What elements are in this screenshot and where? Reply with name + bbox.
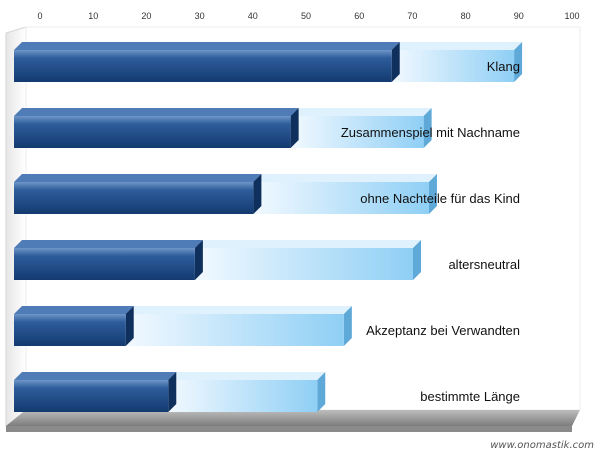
bar-light-segment xyxy=(194,248,413,280)
chart-side-wall xyxy=(5,26,27,428)
bar-light-end xyxy=(423,108,432,148)
bar-dark-top xyxy=(14,306,134,314)
bar-light-end xyxy=(428,174,437,214)
x-tick-label: 50 xyxy=(301,11,311,21)
x-tick-label: 40 xyxy=(248,11,258,21)
bar-light-end xyxy=(514,42,523,82)
bar-label: altersneutral xyxy=(448,257,520,272)
bar-dark-top xyxy=(14,108,299,116)
bar-group xyxy=(14,306,352,346)
bar-dark-end xyxy=(253,174,262,214)
bar-dark-end xyxy=(290,108,299,148)
x-tick-label: 0 xyxy=(37,11,42,21)
bar-dark-segment xyxy=(14,380,169,412)
bar-dark-end xyxy=(194,240,203,280)
chart-floor xyxy=(6,410,580,426)
bar-light-segment xyxy=(253,182,429,214)
bar-light-top xyxy=(290,108,432,116)
bar-light-end xyxy=(317,372,326,412)
x-tick-label: 30 xyxy=(195,11,205,21)
bar-light-top xyxy=(168,372,326,380)
bar-label: Zusammenspiel mit Nachname xyxy=(341,125,520,140)
bar-light-end xyxy=(343,306,352,346)
bar-group xyxy=(14,108,432,148)
bar-group xyxy=(14,42,523,82)
bar-group xyxy=(14,372,326,412)
x-tick-label: 10 xyxy=(88,11,98,21)
bar-dark-top xyxy=(14,240,203,248)
bar-dark-end xyxy=(391,42,400,82)
bar-dark-end xyxy=(125,306,134,346)
chart-floor-front xyxy=(6,426,572,432)
bar-light-segment xyxy=(125,314,344,346)
bar-group xyxy=(14,174,437,214)
x-tick-label: 70 xyxy=(407,11,417,21)
bar-dark-segment xyxy=(14,182,254,214)
bar-light-segment xyxy=(168,380,318,412)
chart-frame xyxy=(5,26,581,432)
bar-label: Akzeptanz bei Verwandten xyxy=(366,323,520,338)
bar-light-end xyxy=(413,240,421,280)
bar-label: Klang xyxy=(487,59,520,74)
bar-group xyxy=(14,240,421,280)
x-tick-label: 60 xyxy=(354,11,364,21)
bar-light-segment xyxy=(391,50,515,82)
bar-light-top xyxy=(253,174,437,182)
bar-light-top xyxy=(194,240,421,248)
x-tick-label: 80 xyxy=(461,11,471,21)
bar-light-top xyxy=(125,306,352,314)
chart-back-edge xyxy=(25,26,581,411)
bar-dark-top xyxy=(14,174,262,182)
x-tick-label: 90 xyxy=(514,11,524,21)
bar-dark-top xyxy=(14,42,400,50)
bar-dark-segment xyxy=(14,116,291,148)
x-tick-label: 100 xyxy=(564,11,579,21)
bar-dark-segment xyxy=(14,314,126,346)
bar-label: bestimmte Länge xyxy=(420,389,520,404)
bar-dark-top xyxy=(14,372,177,380)
bar-dark-segment xyxy=(14,248,195,280)
bar-light-segment xyxy=(290,116,424,148)
bar-label: ohne Nachteile für das Kind xyxy=(360,191,520,206)
bar-dark-end xyxy=(168,372,177,412)
x-tick-label: 20 xyxy=(141,11,151,21)
watermark: www.onomastik.com xyxy=(490,440,594,451)
bar-dark-segment xyxy=(14,50,392,82)
bar-light-top xyxy=(391,42,523,50)
